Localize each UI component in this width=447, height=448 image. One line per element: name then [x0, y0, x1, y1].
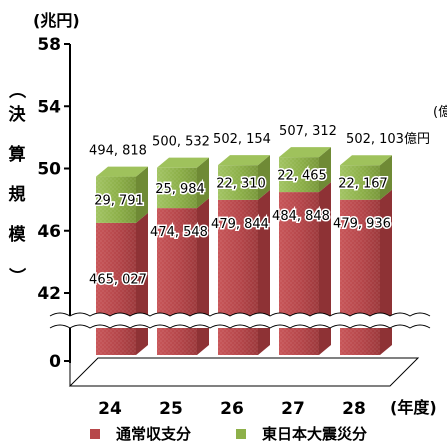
break-line-lower	[49, 324, 431, 329]
label-total: 494, 818	[89, 144, 147, 159]
y-tick-label: 0	[49, 352, 61, 372]
label-disaster: 22, 310	[216, 177, 266, 192]
legend-label-disaster: 東日本大震災分	[262, 425, 367, 443]
bar-disaster-side	[380, 155, 392, 200]
bar-normal-side	[380, 189, 392, 355]
bar-disaster-side	[319, 147, 331, 193]
bar-normal-side	[258, 189, 270, 355]
y-axis-label-char: 決	[9, 104, 27, 125]
label-normal: 479, 844	[211, 217, 269, 232]
label-disaster: 29, 791	[94, 194, 144, 209]
label-total: 502, 154	[213, 132, 271, 147]
y-axis-label-char: 算	[8, 144, 26, 165]
units-label: (兆円)	[33, 11, 80, 30]
y-tick-label: 54	[37, 97, 61, 117]
bars: 465, 027 29, 791 494, 818 474, 548 25, 984 50…	[88, 124, 430, 355]
label-disaster: 22, 465	[277, 169, 327, 184]
bar-normal-texture	[157, 208, 197, 355]
label-disaster: 22, 167	[338, 176, 388, 191]
y-axis-label-char: ）	[6, 268, 27, 285]
legend: 通常収支分 東日本大震災分	[90, 425, 367, 443]
legend-swatch-normal	[90, 429, 100, 439]
label-total: 502, 103億円	[346, 131, 430, 147]
y-tick-label: 46	[37, 222, 61, 242]
bar-disaster-texture	[218, 165, 258, 200]
bar-disaster-texture	[96, 176, 136, 223]
y-axis-label-char: 規	[9, 185, 26, 205]
bar-disaster-texture	[279, 157, 319, 193]
break-band	[50, 313, 430, 328]
label-disaster: 25, 984	[155, 182, 205, 197]
bar-disaster-texture	[340, 165, 380, 200]
bar-normal-texture	[340, 199, 380, 355]
label-normal: 484, 848	[272, 209, 330, 224]
axis-break	[49, 312, 431, 329]
floor-plane	[68, 357, 420, 387]
bar-top	[218, 155, 270, 166]
y-tick-label: 50	[37, 160, 61, 180]
x-tick-label: 24	[98, 399, 122, 419]
label-normal: 479, 936	[333, 217, 391, 232]
label-normal: 474, 548	[150, 225, 208, 240]
bar-normal-side	[197, 198, 209, 355]
bar-normal-texture	[96, 222, 136, 355]
x-tick-label: 25	[159, 399, 183, 419]
y-tick-label: 58	[37, 35, 61, 55]
x-tick-label: 28	[342, 399, 366, 419]
legend-swatch-disaster	[236, 429, 246, 439]
y-axis-label-char: 模	[9, 224, 27, 245]
bar-disaster-texture	[157, 167, 197, 209]
x-unit-label: (年度)	[390, 398, 437, 417]
x-tick-label: 27	[281, 399, 305, 419]
chart-floor	[64, 357, 420, 387]
bar-normal-side	[319, 182, 331, 355]
break-line-upper	[49, 312, 431, 317]
bar-top	[279, 147, 331, 158]
x-ticks: 24 25 26 27 28	[98, 399, 366, 419]
clipped-side-text: (億	[433, 104, 447, 120]
label-normal: 465, 027	[89, 273, 147, 288]
x-tick-label: 26	[220, 399, 244, 419]
bar-normal-texture	[218, 199, 258, 355]
y-axis-label-char: （	[6, 82, 27, 99]
label-total: 507, 312	[279, 124, 337, 139]
bar-disaster-side	[197, 157, 209, 209]
label-total: 500, 532	[152, 135, 210, 150]
y-ticks: 0 42 46 50 54 58	[37, 35, 70, 372]
bar-top	[340, 155, 392, 166]
y-tick-label: 42	[37, 284, 61, 304]
bar-top	[96, 166, 148, 177]
bar-top	[157, 157, 209, 168]
bar-disaster-side	[136, 166, 148, 223]
bar-disaster-side	[258, 155, 270, 200]
legend-label-normal: 通常収支分	[116, 425, 191, 443]
